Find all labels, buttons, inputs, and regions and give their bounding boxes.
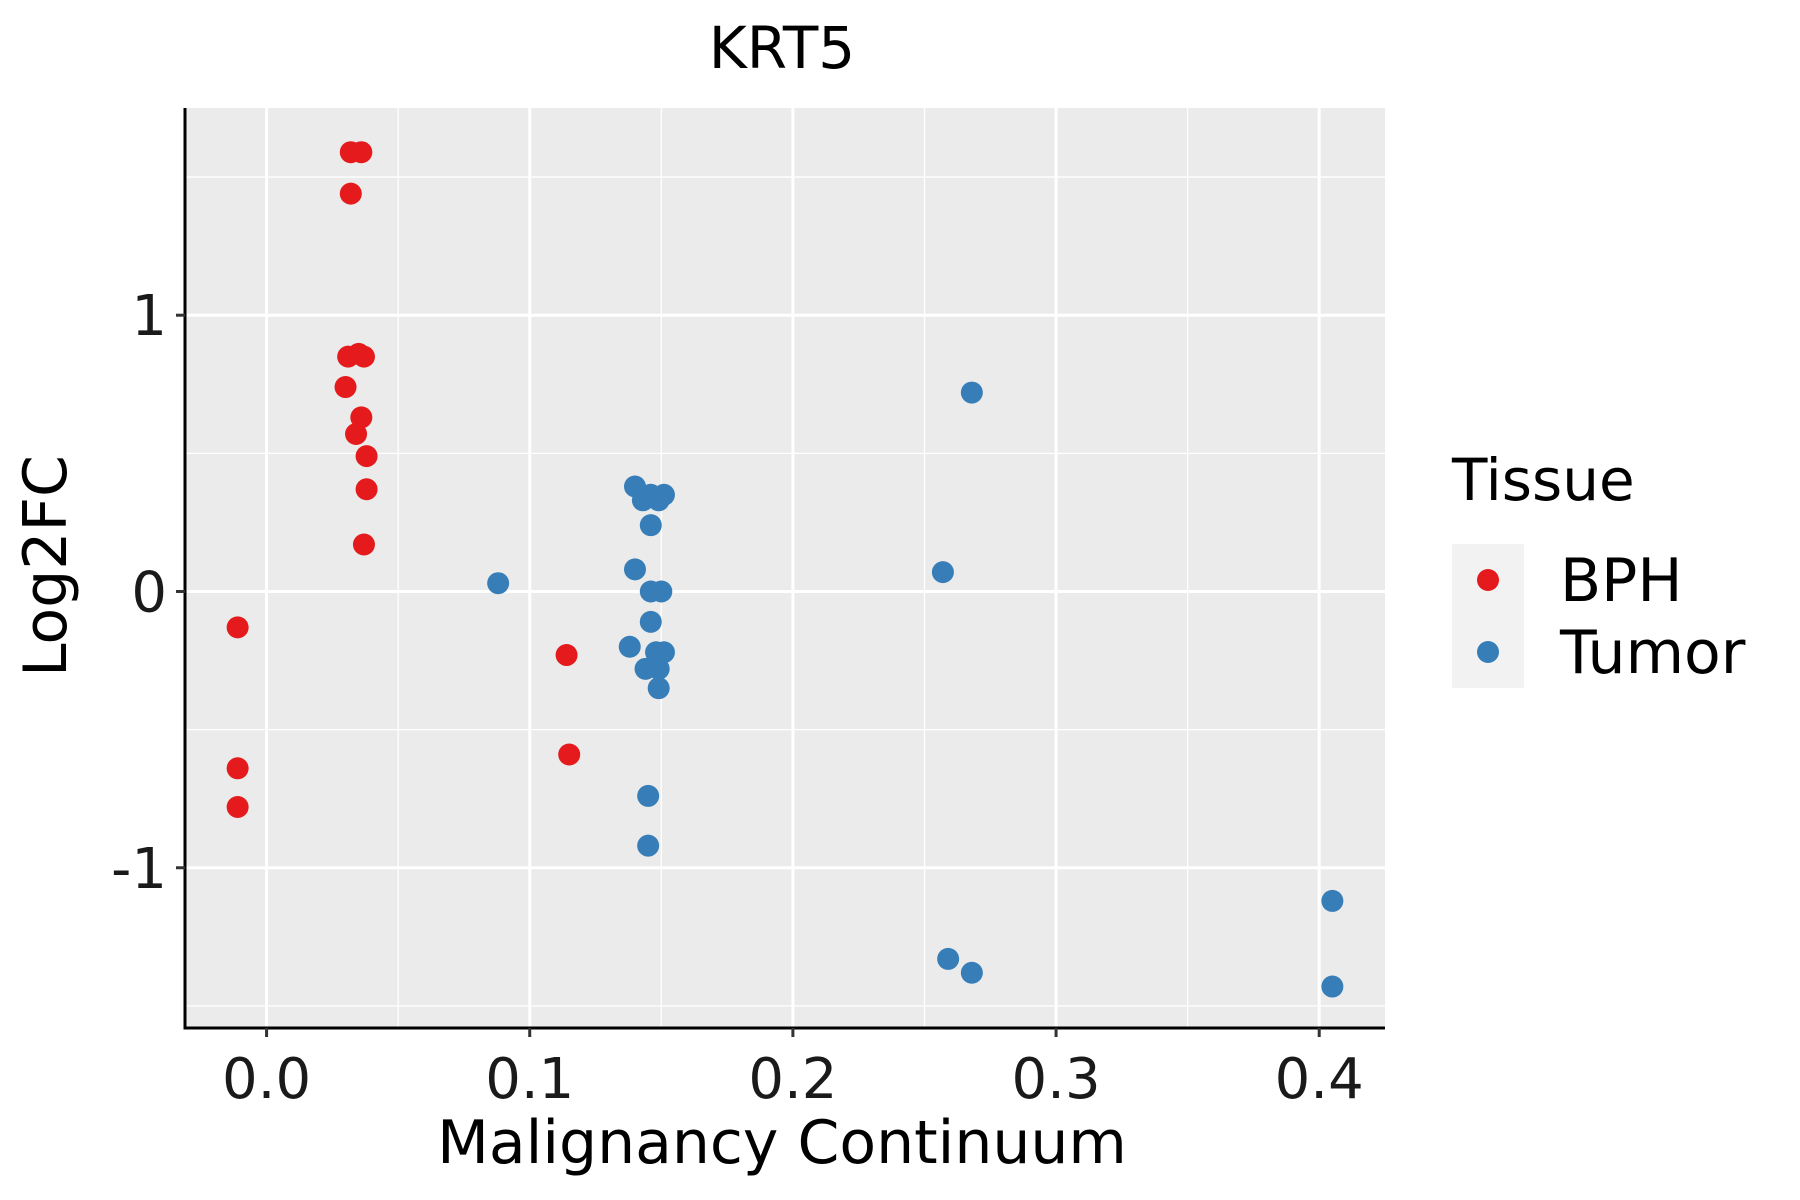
point-tumor — [937, 947, 960, 970]
x-axis-title: Malignancy Continuum — [437, 1108, 1127, 1178]
point-bph — [226, 616, 249, 639]
point-tumor — [652, 483, 675, 506]
point-tumor — [647, 677, 670, 700]
x-tick-label: 0.2 — [748, 1047, 837, 1112]
point-tumor — [624, 558, 646, 581]
y-axis-title: Log2FC — [11, 455, 81, 677]
point-tumor — [639, 514, 662, 537]
panel-background — [185, 108, 1385, 1028]
legend-label-bph: BPH — [1560, 546, 1682, 616]
point-tumor — [647, 657, 670, 680]
legend-title: Tissue — [1451, 446, 1635, 514]
legend-key-background — [1452, 544, 1524, 688]
y-tick-label: 0 — [131, 560, 167, 625]
point-tumor — [639, 610, 662, 633]
point-bph — [555, 644, 578, 667]
data-points — [226, 141, 1344, 998]
y-tick-label: -1 — [111, 837, 167, 902]
point-tumor — [1321, 889, 1344, 912]
point-bph — [352, 345, 375, 368]
point-bph — [350, 406, 373, 429]
y-tick-label: 1 — [131, 284, 167, 349]
legend-marker-bph — [1477, 569, 1499, 591]
point-tumor — [1321, 975, 1344, 998]
point-bph — [334, 376, 357, 399]
point-bph — [345, 423, 368, 446]
plot-panel — [185, 108, 1385, 1028]
point-tumor — [637, 784, 660, 807]
legend-label-tumor: Tumor — [1559, 618, 1746, 688]
chart-title: KRT5 — [709, 14, 855, 82]
point-bph — [339, 182, 362, 205]
point-tumor — [931, 561, 954, 584]
point-bph — [226, 757, 249, 780]
point-bph — [350, 141, 373, 164]
point-bph — [355, 478, 378, 501]
point-bph — [352, 533, 375, 556]
point-tumor — [487, 572, 510, 595]
x-tick-label: 0.4 — [1275, 1047, 1364, 1112]
point-tumor — [618, 635, 641, 658]
x-tick-label: 0.1 — [485, 1047, 574, 1112]
point-tumor — [960, 961, 983, 984]
point-tumor — [637, 834, 660, 857]
x-tick-label: 0.0 — [222, 1047, 311, 1112]
axes: 0.0 0.1 0.2 0.3 0.4 -1 0 1 — [111, 108, 1385, 1112]
point-bph — [226, 795, 249, 818]
point-tumor — [960, 381, 983, 404]
point-bph — [558, 743, 581, 766]
point-tumor — [650, 580, 673, 603]
point-bph — [355, 445, 378, 468]
point-tumor — [652, 641, 675, 664]
legend-marker-tumor — [1477, 641, 1499, 663]
x-tick-label: 0.3 — [1012, 1047, 1101, 1112]
